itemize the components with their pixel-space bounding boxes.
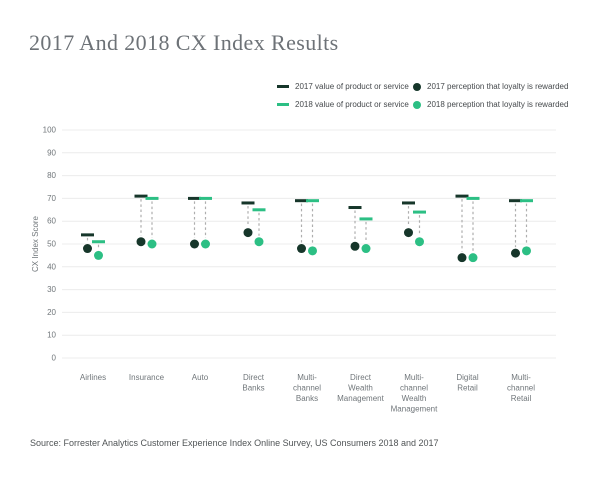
loyalty-dot-marker-2017 [243,228,253,238]
value-dash-marker-2018 [413,210,426,214]
legend-item-2017-loyalty: 2017 perception that loyalty is rewarded [413,82,568,91]
category-label: Digital Retail [456,373,478,393]
loyalty-dot-marker-2018 [147,239,157,249]
y-axis-title: CX Index Score [31,215,40,272]
legend-item-2018-loyalty: 2018 perception that loyalty is rewarded [413,100,568,109]
loyalty-dot-marker-2018 [415,237,424,247]
loyalty-dot-marker-2018 [468,253,478,263]
y-tick-label: 90 [47,148,56,157]
chart-legend: 2017 value of product or service 2017 pe… [277,82,568,109]
loyalty-dot-marker-2018 [94,250,103,260]
cx-index-dumbbell-chart: 0 10 20 30 40 50 60 70 80 90 100 CX Index Score Airl… [31,126,556,414]
legend-item-2017-value: 2017 value of product or service [277,82,413,91]
value-dash-marker-2017 [134,194,148,198]
loyalty-dot-marker-2017 [297,244,306,254]
legend-2018-dash-icon [277,103,289,106]
loyalty-dot-marker-2018 [254,237,264,247]
loyalty-dot-marker-2017 [457,253,467,263]
category-label: Auto [192,373,209,382]
y-tick-label: 80 [47,171,56,180]
loyalty-dot-marker-2018 [361,244,371,254]
y-tick-label: 10 [47,331,56,340]
legend-2017-dash-icon [277,85,289,88]
value-dash-marker-2017 [402,201,415,205]
value-dash-marker-2018 [306,199,319,203]
value-dash-marker-2018 [466,196,480,200]
loyalty-dot-marker-2017 [404,228,413,238]
loyalty-dot-marker-2018 [522,246,531,256]
y-tick-label: 30 [47,285,56,294]
value-dash-marker-2017 [241,201,255,205]
value-dash-marker-2017 [81,233,94,237]
y-tick-label: 50 [47,240,56,249]
legend-2018-dot-icon [413,100,421,109]
y-tick-label: 20 [47,308,56,317]
page-title: 2017 And 2018 CX Index Results [29,30,339,55]
y-tick-label: 60 [47,217,56,226]
loyalty-dot-marker-2017 [350,241,360,251]
y-tick-label: 40 [47,262,56,271]
value-dash-marker-2018 [252,208,266,212]
legend-label: 2017 perception that loyalty is rewarded [427,82,569,91]
value-dash-marker-2018 [359,217,373,221]
category-label: Direct Wealth Management [337,373,384,403]
legend-label: 2017 value of product or service [295,82,409,91]
category-label: Multi-channel Retail [507,373,535,403]
source-note: Source: Forrester Analytics Customer Exp… [30,438,439,448]
legend-label: 2018 value of product or service [295,100,409,109]
y-tick-label: 100 [43,126,57,135]
loyalty-dot-marker-2018 [308,246,317,256]
loyalty-dot-marker-2018 [201,239,210,249]
y-tick-label: 70 [47,194,56,203]
loyalty-dot-marker-2017 [83,244,92,254]
value-dash-marker-2017 [295,199,308,203]
legend-label: 2018 perception that loyalty is rewarded [427,100,569,109]
legend-item-2018-value: 2018 value of product or service [277,100,413,109]
legend-2017-dot-icon [413,82,421,91]
loyalty-dot-marker-2017 [511,248,520,258]
y-tick-label: 0 [52,354,57,363]
category-label: Insurance [129,373,165,382]
loyalty-dot-marker-2017 [190,239,199,249]
value-dash-marker-2017 [455,194,469,198]
value-dash-marker-2018 [92,240,105,244]
category-label: Airlines [80,373,106,382]
category-label: Direct Banks [242,373,264,393]
category-label: Multi-channel Banks [293,373,321,403]
value-dash-marker-2017 [509,199,522,203]
loyalty-dot-marker-2017 [136,237,146,247]
value-dash-marker-2018 [199,196,212,200]
value-dash-marker-2018 [145,196,159,200]
value-dash-marker-2017 [188,196,201,200]
value-dash-marker-2018 [520,199,533,203]
category-label: Multi-channel Wealth Management [391,373,438,414]
value-dash-marker-2017 [348,206,362,210]
